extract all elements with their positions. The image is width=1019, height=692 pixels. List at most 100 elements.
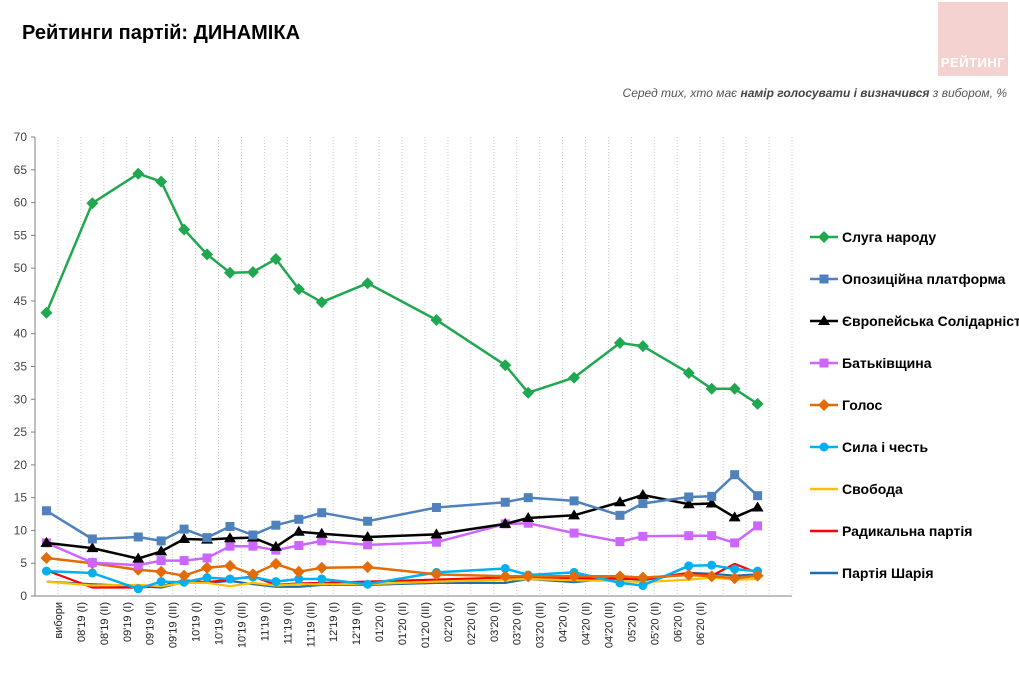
x-tick-label: 01'20 (II) — [397, 602, 409, 645]
data-point — [155, 565, 168, 578]
legend-label: Слуга народу — [842, 229, 937, 245]
data-point — [684, 531, 694, 541]
data-point — [568, 509, 581, 520]
data-point — [317, 574, 327, 584]
x-tick-label: 01'20 (III) — [420, 602, 432, 648]
data-point — [500, 563, 510, 573]
y-tick-label: 55 — [14, 228, 28, 242]
y-tick-label: 50 — [14, 261, 28, 275]
data-point — [132, 167, 145, 180]
data-point — [431, 537, 441, 547]
x-tick-label: 10'19 (II) — [214, 602, 226, 645]
legend-item: Опозиційна платформа — [810, 266, 1019, 308]
data-point — [202, 553, 212, 563]
chart-subtitle: Серед тих, хто має намір голосувати і ви… — [623, 86, 1007, 100]
data-point — [705, 382, 718, 395]
data-point — [753, 491, 763, 501]
data-point — [636, 489, 649, 500]
x-tick-label: 12'19 (II) — [351, 602, 363, 645]
data-point — [682, 367, 695, 380]
x-tick-label: 11'19 (II) — [282, 602, 294, 644]
data-point — [178, 223, 191, 236]
data-point — [248, 541, 258, 551]
data-point — [431, 502, 441, 512]
x-tick-label: 09'19 (III) — [168, 602, 180, 648]
data-point — [361, 277, 374, 290]
subtitle-post: з вибором, % — [929, 86, 1007, 100]
data-point — [499, 517, 512, 528]
data-point — [133, 584, 143, 594]
legend-swatch — [810, 442, 838, 452]
data-point — [179, 556, 189, 566]
data-point — [684, 561, 694, 571]
data-point — [430, 528, 443, 539]
data-point — [523, 493, 533, 503]
x-tick-label: 09'19 (I) — [122, 602, 134, 642]
data-point — [638, 581, 648, 591]
data-point — [87, 534, 97, 544]
data-point — [636, 340, 649, 353]
y-tick-label: 65 — [14, 163, 28, 177]
legend-item: Радикальна партія — [810, 518, 1019, 560]
data-point — [40, 536, 53, 547]
subtitle-bold: намір голосувати і визначився — [740, 86, 930, 100]
data-point — [223, 266, 236, 279]
x-tick-label: 09'19 (II) — [145, 602, 157, 645]
data-point — [269, 540, 282, 551]
data-point — [246, 568, 259, 581]
legend-label: Свобода — [842, 481, 903, 497]
data-point — [178, 569, 191, 582]
data-point — [294, 574, 304, 584]
data-point — [202, 573, 212, 583]
data-point — [705, 570, 718, 583]
legend-swatch — [810, 529, 838, 533]
data-point — [40, 306, 53, 319]
y-tick-label: 20 — [14, 458, 28, 472]
legend-item: Європейська Солідарність — [810, 308, 1019, 350]
legend-marker — [819, 358, 829, 368]
data-point — [569, 528, 579, 538]
data-point — [636, 571, 649, 584]
data-point — [225, 574, 235, 584]
data-point — [730, 470, 740, 480]
data-point — [682, 569, 695, 582]
x-tick-label: 06'20 (I) — [672, 602, 684, 642]
legend-label: Сила і честь — [842, 439, 929, 455]
legend-marker — [818, 231, 830, 243]
x-tick-label: вибори — [53, 602, 65, 639]
legend-swatch — [810, 315, 838, 325]
data-point — [133, 560, 143, 570]
data-point — [87, 558, 97, 568]
data-point — [156, 556, 166, 566]
data-point — [499, 570, 512, 583]
data-point — [292, 565, 305, 578]
x-tick-label: 08'19 (I) — [76, 602, 88, 642]
data-point — [315, 561, 328, 574]
y-tick-label: 5 — [20, 556, 27, 570]
y-tick-label: 60 — [14, 196, 28, 210]
x-tick-label: 03'20 (II) — [512, 602, 524, 645]
data-point — [730, 538, 740, 548]
data-point — [202, 533, 212, 543]
x-tick-label: 06'20 (II) — [695, 602, 707, 645]
y-tick-label: 10 — [14, 523, 28, 537]
data-point — [87, 568, 97, 578]
data-point — [292, 283, 305, 296]
data-point — [271, 520, 281, 530]
data-point — [638, 499, 648, 509]
x-tick-label: 03'20 (I) — [489, 602, 501, 642]
data-point — [41, 566, 51, 576]
data-point — [569, 496, 579, 506]
data-point — [728, 382, 741, 395]
y-tick-label: 25 — [14, 425, 28, 439]
data-point — [317, 508, 327, 518]
data-point — [225, 521, 235, 531]
data-point — [155, 545, 168, 556]
data-point — [499, 359, 512, 372]
legend-marker — [819, 274, 829, 284]
chart-legend: Слуга народу Опозиційна платформа Європейс… — [810, 224, 1019, 602]
data-point — [682, 498, 695, 509]
data-point — [728, 572, 741, 585]
x-tick-label: 11'19 (III) — [305, 602, 317, 647]
legend-label: Європейська Солідарність — [842, 313, 1019, 329]
